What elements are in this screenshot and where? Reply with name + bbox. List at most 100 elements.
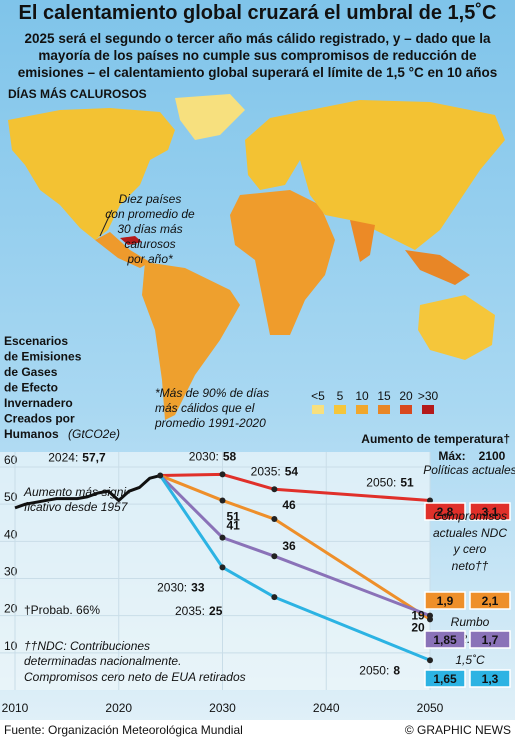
series-name: Compromisos actuales NDC y cero neto†† <box>433 509 507 573</box>
caribbean <box>120 236 142 245</box>
australia <box>418 295 495 360</box>
temperature-label: 2,1 <box>482 594 499 608</box>
y-tick-label: 60 <box>4 453 18 467</box>
chart-title: Escenarios <box>4 334 68 348</box>
point-year: 2030: <box>189 449 219 463</box>
y-tick-label: 40 <box>4 527 18 541</box>
point-year: 2030: <box>157 580 187 594</box>
series-name: 1,5˚C <box>455 653 485 667</box>
temperature-badge <box>424 669 466 688</box>
legend-label: 10 <box>355 389 369 403</box>
legend-label: >30 <box>418 389 439 403</box>
north-america <box>8 108 175 240</box>
x-tick-label: 2030 <box>209 701 236 715</box>
chart-annotation: ficativo desde 1957 <box>24 500 129 514</box>
temperature-badge <box>469 502 511 521</box>
africa <box>230 190 335 335</box>
point-value: 25 <box>209 604 223 618</box>
map-annotation: con promedio de <box>105 207 195 221</box>
point-value: 51 <box>227 509 241 523</box>
temperature-label: 3,1 <box>482 505 499 519</box>
annotation-leader <box>99 209 113 237</box>
point-label: 20 <box>411 621 425 635</box>
point-value: 8 <box>393 663 400 677</box>
chart-note: determinadas nacionalmente. <box>24 654 181 668</box>
y-tick-label: 10 <box>4 639 18 653</box>
point <box>271 594 278 601</box>
y-tick-label: 30 <box>4 565 18 579</box>
point <box>271 486 278 493</box>
point <box>219 471 226 478</box>
europe <box>245 112 310 190</box>
legend-swatch <box>312 405 324 414</box>
central-america <box>95 232 150 268</box>
legend-swatch <box>400 405 412 414</box>
series-name: Políticas actuales <box>423 463 515 477</box>
point-value: 36 <box>282 539 296 553</box>
south-america <box>142 262 240 420</box>
point-label: 2050: 8 <box>359 663 400 677</box>
map-annotation: 30 días más <box>117 222 182 236</box>
asia <box>300 100 505 250</box>
scenario-line <box>159 474 431 621</box>
chart-title: de Efecto <box>4 381 58 395</box>
legend-swatch <box>378 405 390 414</box>
temperature-badge <box>424 502 466 521</box>
legend-label: 5 <box>337 389 344 403</box>
point-value: 41 <box>227 519 241 533</box>
temperature-label: 1,65 <box>433 672 457 686</box>
legend-swatch <box>356 405 368 414</box>
x-tick-label: 2020 <box>105 701 132 715</box>
temperature-column: 2100 <box>479 449 506 463</box>
scenario-line <box>160 472 431 502</box>
temperature-label: 1,9 <box>437 594 454 608</box>
legend-label: 20 <box>399 389 413 403</box>
point-value: 46 <box>282 498 296 512</box>
point <box>219 497 226 504</box>
temperature-label: 1,3 <box>482 672 499 686</box>
point <box>271 516 278 523</box>
chart-title: Creados por <box>4 412 75 426</box>
x-tick-label: 2050 <box>417 701 444 715</box>
map-annotation: por año* <box>126 252 173 266</box>
map-title: DÍAS MÁS CALUROSOS <box>8 86 147 101</box>
point <box>427 657 433 664</box>
scenario-line <box>159 474 431 618</box>
map-footnote: *Más de 90% de días <box>155 386 269 400</box>
point-label: 19 <box>411 608 425 622</box>
temperature-badge <box>469 669 511 688</box>
point <box>427 497 433 504</box>
history-line <box>14 474 161 510</box>
scenario-line <box>159 474 431 662</box>
title: El calentamiento global cruzará el umbra… <box>18 2 497 24</box>
world-map <box>8 94 505 420</box>
temperature-badge <box>469 630 511 649</box>
point <box>219 564 226 571</box>
credit: © GRAPHIC NEWS <box>405 723 511 737</box>
point-value: 19 <box>411 608 425 622</box>
legend-swatch <box>422 405 434 414</box>
y-tick-label: 50 <box>4 490 18 504</box>
map-footnote: promedio 1991-2020 <box>154 416 266 430</box>
point <box>271 553 278 560</box>
chart-title: de Gases <box>4 365 58 379</box>
chart-note: ††NDC: Contribuciones <box>24 639 150 653</box>
legend-swatch <box>334 405 346 414</box>
plot-area <box>0 452 430 690</box>
footer <box>0 720 515 739</box>
point-label: 2035: 25 <box>175 604 223 618</box>
temperature-label: 1,7 <box>482 633 499 647</box>
temperature-label: 2,8 <box>437 505 454 519</box>
legend-label: 15 <box>377 389 391 403</box>
map-footnote: más cálidos que el <box>155 401 255 415</box>
point <box>427 612 433 619</box>
source: Fuente: Organización Meteorológica Mundi… <box>4 723 243 737</box>
x-tick-label: 2040 <box>313 701 340 715</box>
point <box>157 472 164 479</box>
point-year: 2024: <box>48 451 78 465</box>
map-annotation: Diez países <box>119 192 182 206</box>
point-label: 2035: 54 <box>251 464 299 478</box>
point-value: 20 <box>411 621 425 635</box>
